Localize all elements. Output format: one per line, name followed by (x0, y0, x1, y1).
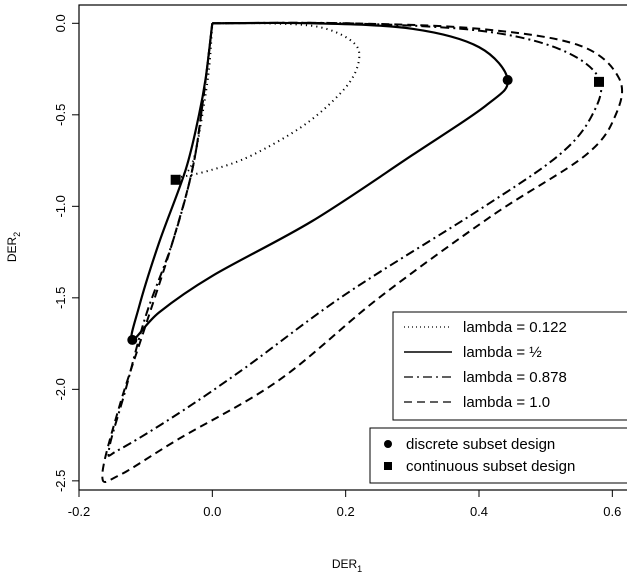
y-axis-title: DER2 (5, 232, 22, 262)
x-tick-label: 0.0 (203, 504, 221, 519)
x-axis-title-main: DER (332, 557, 358, 571)
legend-line-label: lambda = ½ (463, 344, 542, 361)
x-tick-label: 0.6 (603, 504, 621, 519)
y-tick-label: -0.5 (53, 104, 68, 126)
x-tick-label: -0.2 (68, 504, 90, 519)
legend-lines: lambda = 0.122 lambda = ½ lambda = 0.878 la… (392, 311, 627, 421)
x-axis-title-subscript: 1 (357, 564, 362, 574)
legend-markers-box (369, 427, 627, 484)
series-line-lambda (130, 21, 509, 341)
y-axis-title-main: DER (5, 237, 19, 263)
x-axis: -0.2 0.0 0.2 0.4 0.6 (68, 490, 621, 519)
y-tick-label: -2.5 (53, 470, 68, 492)
design-markers (127, 75, 604, 345)
series-line-lambda-0-122 (177, 22, 361, 179)
legend-line-label: lambda = 0.878 (463, 369, 567, 386)
marker-discrete-subset-design (502, 75, 513, 86)
legend-line-label: lambda = 0.122 (463, 319, 567, 336)
marker-continuous-subset-design (594, 76, 604, 87)
legend-markers: discrete subset design continuous subset … (369, 427, 627, 484)
legend-marker-swatch (384, 462, 392, 470)
y-tick-label: -2.0 (53, 378, 68, 400)
y-axis: 0.0 -0.5 -1.0 -1.5 -2.0 -2.5 (53, 14, 79, 492)
x-tick-label: 0.4 (470, 504, 488, 519)
y-tick-label: 0.0 (53, 14, 68, 32)
legend-marker-swatch (384, 440, 392, 448)
y-tick-label: -1.0 (53, 195, 68, 217)
x-axis-title: DER1 (332, 557, 362, 574)
x-tick-label: 0.2 (337, 504, 355, 519)
series-lines (101, 21, 624, 483)
legend-marker-label: continuous subset design (406, 458, 575, 475)
legend-marker-label: discrete subset design (406, 436, 555, 453)
legend-line-label: lambda = 1.0 (463, 394, 550, 411)
y-axis-title-subscript: 2 (12, 232, 22, 237)
marker-continuous-subset-design (170, 174, 181, 185)
marker-discrete-subset-design (127, 334, 138, 345)
y-tick-label: -1.5 (53, 287, 68, 309)
plot-area-frame (78, 4, 627, 491)
